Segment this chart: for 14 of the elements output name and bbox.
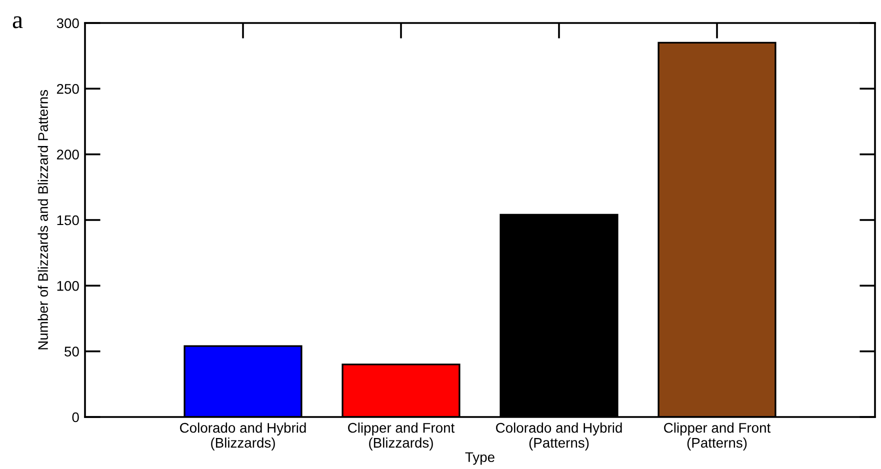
- y-tick-label: 200: [56, 150, 79, 160]
- text: a: [12, 16, 23, 28]
- y-tick-label: 150: [57, 215, 79, 226]
- y-tick-label: 300: [56, 18, 79, 28]
- y-tick-label: 50: [64, 346, 79, 357]
- y-tick-label: 100: [57, 281, 79, 291]
- x-tick-label: Clipper and Front (Patterns): [664, 422, 771, 450]
- x-tick-label: Colorado and Hybrid (Patterns): [496, 422, 622, 450]
- y-axis-title: Number of Blizzards and Blizzard Patterns: [38, 90, 48, 350]
- x-axis-title: Type: [465, 452, 494, 465]
- x-tick-label: Clipper and Front (Blizzards): [348, 422, 455, 450]
- y-tick-label: 250: [56, 84, 79, 94]
- x-tick-label: Colorado and Hybrid (Blizzards): [180, 422, 306, 450]
- y-tick-label: 0: [72, 412, 79, 422]
